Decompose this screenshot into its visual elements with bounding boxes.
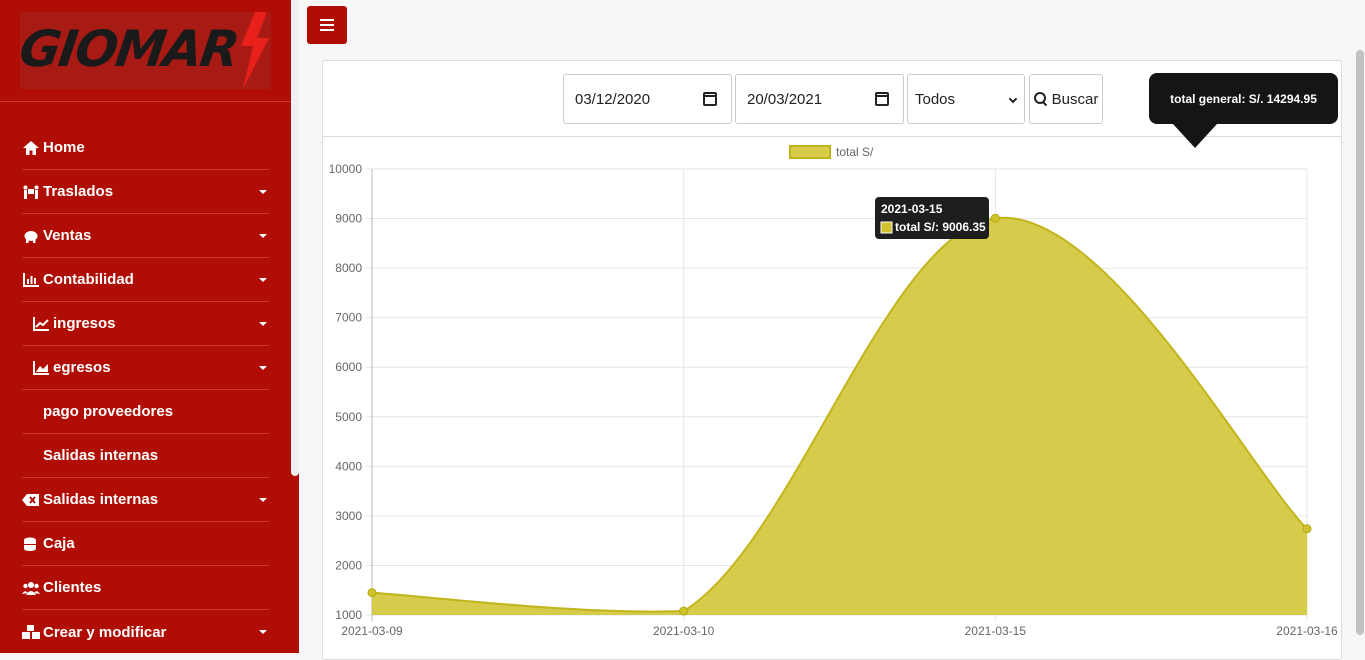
total-general-text: total general: S/. 14294.95 — [1170, 91, 1317, 106]
page-scrollbar[interactable] — [1356, 50, 1364, 635]
sidebar-item-label: egresos — [53, 359, 111, 376]
x-tick-label: 2021-03-16 — [1276, 624, 1338, 638]
x-tick-label: 2021-03-09 — [341, 624, 403, 638]
y-tick-label: 4000 — [335, 459, 362, 473]
sidebar: GIOMAR Home Traslados Ventas Contabilidad in… — [0, 0, 299, 653]
area-chart-icon — [32, 360, 50, 375]
lightning-bolt-icon — [241, 12, 269, 89]
sidebar-item-salidas-internas[interactable]: Salidas internas — [22, 478, 269, 522]
home-icon — [22, 140, 40, 155]
caret-down-icon — [259, 278, 267, 282]
data-point — [1302, 524, 1312, 534]
brand-logo[interactable]: GIOMAR — [20, 12, 271, 89]
y-tick-label: 1000 — [335, 608, 362, 622]
sidebar-item-clientes[interactable]: Clientes — [22, 566, 269, 610]
sidebar-item-crear-y-modificar[interactable]: Crear y modificar — [22, 610, 269, 654]
y-tick-label: 7000 — [335, 311, 362, 325]
bar-chart-icon — [22, 272, 40, 287]
caret-down-icon — [259, 366, 267, 370]
sidebar-item-home[interactable]: Home — [22, 126, 269, 170]
sidebar-item-label: Salidas internas — [43, 491, 159, 508]
calendar-icon[interactable] — [703, 92, 717, 106]
legend-swatch — [789, 145, 831, 159]
date-to-value: 20/03/2021 — [747, 90, 823, 108]
caret-down-icon — [259, 498, 267, 502]
sidebar-item-contabilidad[interactable]: Contabilidad — [22, 258, 269, 302]
sidebar-item-label: Crear y modificar — [43, 623, 167, 641]
sidebar-item-label: ingresos — [53, 315, 116, 332]
hover-tooltip-label: total S/: 9006.35 — [895, 220, 986, 234]
sidebar-item-ingresos[interactable]: ingresos — [22, 302, 269, 346]
logo-divider — [0, 101, 299, 102]
sidebar-item-label: Contabilidad — [43, 271, 134, 288]
area-fill — [372, 217, 1307, 615]
y-tick-label: 10000 — [329, 162, 363, 176]
sidebar-item-label: Caja — [43, 535, 75, 552]
sidebar-item-label: Salidas internas — [43, 447, 159, 464]
caret-down-icon — [259, 322, 267, 326]
type-select-value: Todos — [915, 90, 956, 108]
data-point — [679, 606, 689, 616]
y-tick-label: 3000 — [335, 509, 362, 523]
sidebar-item-caja[interactable]: Caja — [22, 522, 269, 566]
series-line — [371, 216, 1308, 613]
sidebar-scrollbar[interactable] — [291, 0, 299, 476]
hover-tooltip — [875, 197, 989, 239]
sidebar-item-egresos[interactable]: egresos — [22, 346, 269, 390]
sidebar-item-label: Traslados — [43, 183, 114, 200]
x-tick-label: 2021-03-15 — [965, 624, 1027, 638]
hover-tooltip-title: 2021-03-15 — [881, 202, 943, 216]
people-carry-icon — [22, 185, 40, 199]
menu-toggle-button[interactable] — [307, 6, 347, 44]
logo-text: GIOMAR — [20, 20, 242, 78]
y-tick-label: 6000 — [335, 360, 362, 374]
y-tick-label: 5000 — [335, 410, 362, 424]
backspace-icon — [22, 493, 40, 507]
sidebar-item-traslados[interactable]: Traslados — [22, 170, 269, 214]
piggy-bank-icon — [22, 229, 40, 243]
filter-bar: 03/12/2020 20/03/2021 Todos Buscar total… — [323, 61, 1341, 148]
data-point — [990, 213, 1000, 223]
y-tick-label: 9000 — [335, 212, 362, 226]
sidebar-item-label: Ventas — [43, 227, 92, 244]
coins-icon — [22, 537, 40, 551]
caret-down-icon — [259, 190, 267, 194]
y-tick-label: 8000 — [335, 261, 362, 275]
caret-down-icon — [259, 630, 267, 634]
sidebar-item-ventas[interactable]: Ventas — [22, 214, 269, 258]
sidebar-item-label: pago proveedores — [43, 403, 174, 420]
total-general-tooltip: total general: S/. 14294.95 — [1149, 73, 1338, 148]
sidebar-item-label: Home — [43, 139, 85, 156]
type-select[interactable]: Todos — [907, 74, 1025, 124]
data-point — [367, 588, 377, 598]
users-icon — [22, 581, 40, 595]
chevron-down-icon — [1008, 94, 1018, 104]
line-chart-icon — [32, 316, 50, 331]
search-button-label: Buscar — [1051, 90, 1099, 108]
sidebar-item-salidas-internas[interactable]: Salidas internas — [22, 434, 269, 478]
hover-tooltip-swatch — [880, 221, 893, 234]
date-from-value: 03/12/2020 — [575, 90, 651, 108]
sidebar-item-pago-proveedores[interactable]: pago proveedores — [22, 390, 269, 434]
sidebar-menu: Home Traslados Ventas Contabilidad ingresos e… — [22, 126, 269, 654]
date-from-input[interactable]: 03/12/2020 — [563, 74, 732, 124]
calendar-icon[interactable] — [875, 92, 889, 106]
sidebar-item-label: Clientes — [43, 579, 102, 596]
search-icon — [1033, 92, 1048, 106]
search-button[interactable]: Buscar — [1029, 74, 1103, 124]
legend-label: total S/ — [836, 145, 874, 159]
y-tick-label: 2000 — [335, 558, 362, 572]
hamburger-icon — [320, 19, 334, 21]
x-tick-label: 2021-03-10 — [653, 624, 715, 638]
date-to-input[interactable]: 20/03/2021 — [735, 74, 904, 124]
boxes-icon — [22, 625, 40, 639]
caret-down-icon — [259, 234, 267, 238]
sales-area-chart: 1000 2000 3000 4000 5000 6000 7000 8000 9000 1000… — [329, 145, 1338, 638]
